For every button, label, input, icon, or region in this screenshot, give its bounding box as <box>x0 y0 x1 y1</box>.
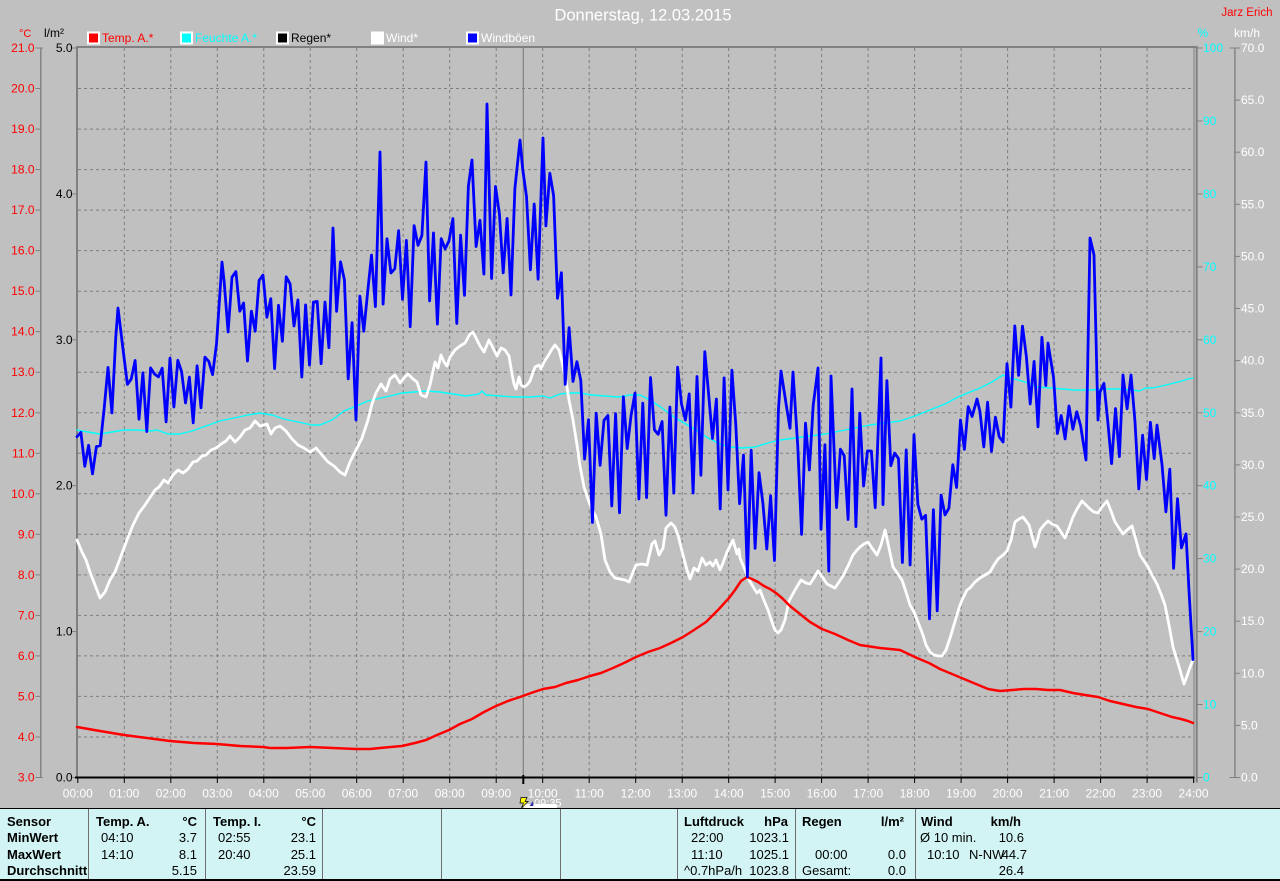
svg-text:70.0: 70.0 <box>1241 41 1265 55</box>
svg-text:Temp. A.*: Temp. A.* <box>102 31 154 45</box>
svg-text:Regen*: Regen* <box>291 31 331 45</box>
svg-text:60: 60 <box>1203 333 1217 347</box>
svg-text:11:00: 11:00 <box>575 787 604 801</box>
svg-text:10:00: 10:00 <box>528 787 558 801</box>
svg-text:°C: °C <box>19 28 31 40</box>
svg-text:9.0: 9.0 <box>18 527 35 541</box>
svg-text:09:00: 09:00 <box>481 787 511 801</box>
svg-text:12.0: 12.0 <box>11 406 35 420</box>
svg-text:13:00: 13:00 <box>667 787 697 801</box>
svg-text:07:00: 07:00 <box>388 787 418 801</box>
svg-text:5.0: 5.0 <box>1241 718 1258 732</box>
svg-text:10.0: 10.0 <box>11 487 35 501</box>
svg-text:8.0: 8.0 <box>18 568 35 582</box>
svg-text:7.0: 7.0 <box>18 608 35 622</box>
svg-text:50.0: 50.0 <box>1241 249 1265 263</box>
svg-text:20:00: 20:00 <box>993 787 1023 801</box>
svg-text:55.0: 55.0 <box>1241 197 1265 211</box>
svg-text:22:00: 22:00 <box>1086 787 1116 801</box>
svg-text:4.0: 4.0 <box>56 187 73 201</box>
svg-text:3.0: 3.0 <box>56 333 73 347</box>
svg-text:5.0: 5.0 <box>18 689 35 703</box>
svg-text:14.0: 14.0 <box>11 325 35 339</box>
svg-text:20.0: 20.0 <box>11 82 35 96</box>
svg-text:10.0: 10.0 <box>1241 666 1265 680</box>
svg-text:0.0: 0.0 <box>1241 771 1258 785</box>
svg-text:5.0: 5.0 <box>56 41 73 55</box>
svg-text:15.0: 15.0 <box>1241 614 1265 628</box>
svg-text:100: 100 <box>1203 41 1223 55</box>
svg-text:20.0: 20.0 <box>1241 562 1265 576</box>
svg-text:02:00: 02:00 <box>156 787 186 801</box>
svg-text:23:00: 23:00 <box>1132 787 1162 801</box>
svg-text:Feuchte A.*: Feuchte A.* <box>195 31 257 45</box>
svg-text:15:00: 15:00 <box>760 787 790 801</box>
svg-text:45.0: 45.0 <box>1241 302 1265 316</box>
svg-text:0.0: 0.0 <box>56 771 73 785</box>
svg-text:km/h: km/h <box>1234 26 1260 40</box>
svg-text:16.0: 16.0 <box>11 244 35 258</box>
svg-text:11.0: 11.0 <box>12 446 35 460</box>
svg-text:16:00: 16:00 <box>807 787 837 801</box>
svg-text:l/m²: l/m² <box>44 26 64 40</box>
svg-text:17:00: 17:00 <box>853 787 883 801</box>
svg-text:10: 10 <box>1203 698 1217 712</box>
svg-text:18.0: 18.0 <box>11 163 35 177</box>
svg-text:40.0: 40.0 <box>1241 354 1265 368</box>
svg-text:13.0: 13.0 <box>11 365 35 379</box>
svg-text:17.0: 17.0 <box>11 203 35 217</box>
svg-text:20: 20 <box>1203 625 1217 639</box>
svg-text:0: 0 <box>1203 771 1210 785</box>
svg-text:30: 30 <box>1203 552 1217 566</box>
svg-text:01:00: 01:00 <box>109 787 139 801</box>
svg-text:1.0: 1.0 <box>56 625 73 639</box>
svg-text:25.0: 25.0 <box>1241 510 1265 524</box>
svg-text:%: % <box>1198 26 1209 40</box>
svg-text:06:00: 06:00 <box>342 787 372 801</box>
svg-text:50: 50 <box>1203 406 1217 420</box>
svg-text:19:00: 19:00 <box>946 787 976 801</box>
svg-text:15.0: 15.0 <box>11 284 35 298</box>
svg-text:24:00: 24:00 <box>1179 787 1209 801</box>
svg-text:12:00: 12:00 <box>621 787 651 801</box>
svg-text:30.0: 30.0 <box>1241 458 1265 472</box>
svg-text:03:00: 03:00 <box>202 787 232 801</box>
svg-text:04:00: 04:00 <box>249 787 279 801</box>
svg-text:4.0: 4.0 <box>18 730 35 744</box>
svg-text:Wind*: Wind* <box>386 31 418 45</box>
svg-text:00:00: 00:00 <box>63 787 93 801</box>
svg-text:90: 90 <box>1203 114 1217 128</box>
svg-text:80: 80 <box>1203 187 1217 201</box>
svg-text:40: 40 <box>1203 479 1217 493</box>
svg-text:Donnerstag, 12.03.2015: Donnerstag, 12.03.2015 <box>554 7 731 25</box>
svg-text:2.0: 2.0 <box>56 479 73 493</box>
svg-text:6.0: 6.0 <box>18 649 35 663</box>
svg-text:08:00: 08:00 <box>435 787 465 801</box>
svg-text:65.0: 65.0 <box>1241 93 1265 107</box>
svg-text:09:35: 09:35 <box>534 798 562 810</box>
svg-text:19.0: 19.0 <box>11 122 35 136</box>
svg-text:70: 70 <box>1203 260 1217 274</box>
svg-text:05:00: 05:00 <box>295 787 325 801</box>
svg-text:21:00: 21:00 <box>1039 787 1069 801</box>
svg-text:Jarz Erich: Jarz Erich <box>1221 7 1272 19</box>
svg-text:21.0: 21.0 <box>11 41 35 55</box>
svg-text:18:00: 18:00 <box>900 787 930 801</box>
svg-text:14:00: 14:00 <box>714 787 744 801</box>
svg-text:60.0: 60.0 <box>1241 145 1265 159</box>
svg-text:35.0: 35.0 <box>1241 406 1265 420</box>
svg-text:Windböen: Windböen <box>481 31 535 45</box>
svg-text:3.0: 3.0 <box>18 771 35 785</box>
